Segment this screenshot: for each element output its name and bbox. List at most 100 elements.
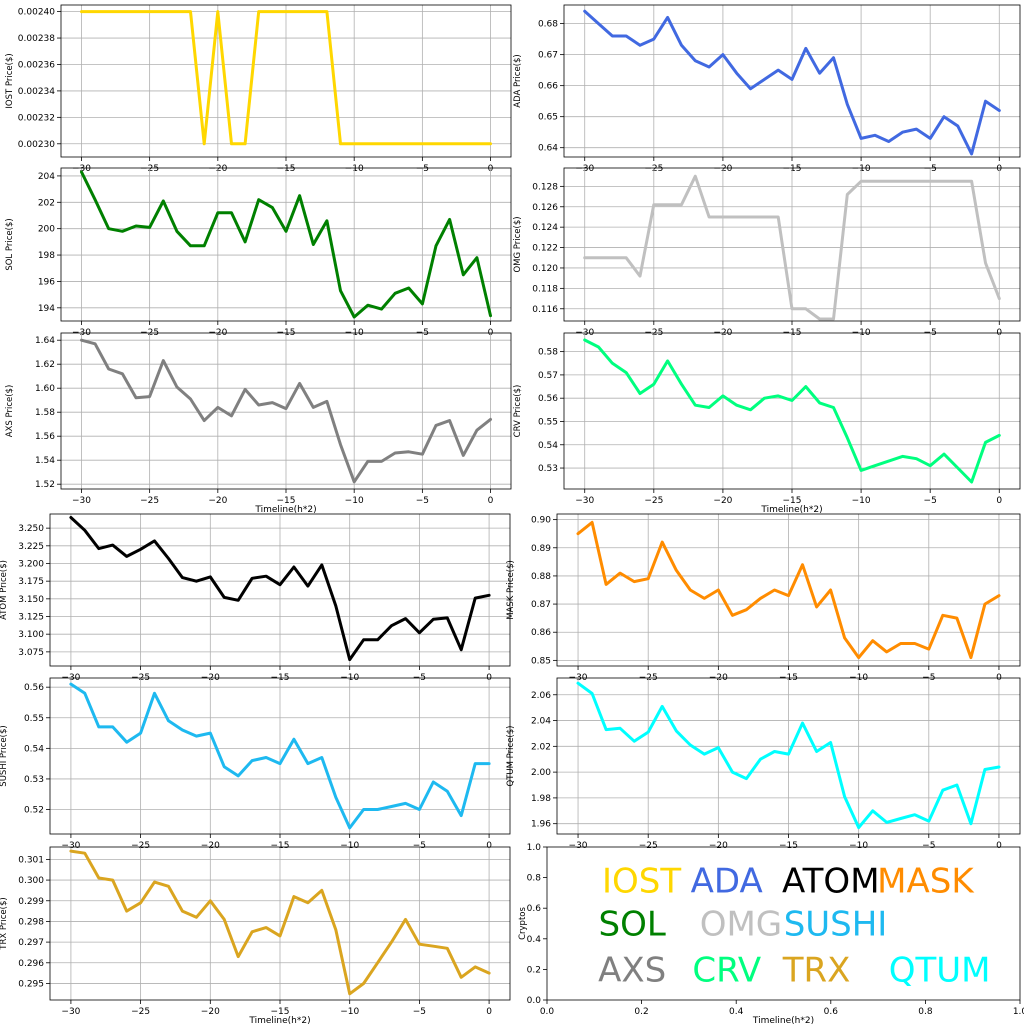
y-tick-label: 0.295 [18, 979, 44, 989]
legend-label-sushi: SUSHI [784, 905, 888, 945]
x-tick-label: −30 [569, 841, 588, 851]
y-tick-label: 1.60 [35, 384, 55, 394]
y-tick-label: 0.54 [24, 744, 44, 754]
y-tick-label: 3.075 [18, 648, 44, 658]
y-tick-label: 3.200 [18, 559, 44, 569]
y-tick-label: 194 [38, 304, 55, 314]
x-tick-label: −20 [201, 841, 220, 851]
y-tick-label: 3.100 [18, 630, 44, 640]
y-tick-label: 0.00236 [18, 60, 55, 70]
legend-label-atom: ATOM [782, 862, 879, 902]
omg-price-line [583, 174, 1001, 321]
y-axis-label: IOST Price($) [5, 53, 15, 108]
legend-label-sol: SOL [598, 905, 665, 945]
axs-panel: −30 −25 −20 −15 −10 −5 0 1.52 1.54 1.56 1.58 1.60 1.… [5, 332, 512, 515]
y-tick-label: 0.301 [18, 855, 44, 865]
x-tick-label: 0 [486, 1007, 492, 1017]
ada-panel: −30−25−20−15−10−500.640.650.660.670.68AD… [513, 4, 1021, 174]
y-tick-label: 0.116 [532, 305, 558, 315]
x-tick-label: 0.8 [918, 1007, 933, 1017]
x-tick-label: 0 [488, 496, 494, 506]
axes-frame [563, 167, 1021, 322]
sol-price-line [80, 170, 492, 319]
x-tick-label: −20 [709, 841, 728, 851]
x-tick-label: 1.0 [1013, 1007, 1024, 1017]
axes-frame [49, 677, 511, 835]
y-tick-label: 202 [38, 198, 55, 208]
x-tick-label: −20 [208, 496, 227, 506]
y-tick-label: 0.00240 [18, 8, 55, 18]
y-tick-label: 0.4 [527, 935, 542, 945]
y-tick-label: 0.57 [538, 371, 558, 381]
x-tick-label: −10 [340, 1007, 359, 1017]
axes-frame [49, 513, 511, 667]
y-tick-label: 0.00232 [18, 113, 55, 123]
x-tick-label: −10 [340, 841, 359, 851]
y-tick-label: 0.64 [538, 144, 558, 154]
y-tick-label: 200 [38, 225, 55, 235]
y-tick-label: 3.250 [18, 524, 44, 534]
y-tick-label: 1.54 [35, 456, 55, 466]
y-axis-label: QTUM Price($) [506, 726, 516, 787]
y-tick-label: 0.6 [527, 904, 542, 914]
y-tick-label: 2.06 [531, 691, 551, 701]
y-tick-label: 0.56 [538, 394, 558, 404]
atom-price-line [69, 516, 491, 662]
x-tick-label: 0 [996, 841, 1002, 851]
x-tick-label: −15 [271, 841, 290, 851]
y-tick-label: 0.00238 [18, 34, 55, 44]
y-tick-label: 0.90 [531, 516, 551, 526]
y-tick-label: 1.56 [35, 432, 55, 442]
x-tick-label: −10 [345, 496, 364, 506]
x-tick-label: −25 [131, 841, 150, 851]
y-tick-label: 0.118 [532, 284, 558, 294]
y-tick-label: 1.64 [35, 336, 55, 346]
x-tick-label: −5 [413, 1007, 426, 1017]
x-tick-label: −25 [644, 496, 663, 506]
legend-label-iost: IOST [602, 862, 681, 902]
x-axis-label: Timeline(h*2) [760, 505, 822, 515]
y-axis-label: SOL Price($) [5, 218, 15, 270]
y-tick-label: 0.55 [24, 714, 44, 724]
trx-price-line [69, 849, 491, 996]
omg-panel: −30−25−20−15−10−500.1160.1180.1200.1220.… [513, 167, 1021, 338]
x-tick-label: −10 [852, 496, 871, 506]
y-tick-label: 0.00234 [18, 87, 55, 97]
y-tick-label: 196 [38, 277, 55, 287]
legend-label-axs: AXS [598, 950, 666, 990]
ada-price-line [583, 9, 1001, 156]
legend-label-trx: TRX [782, 950, 851, 990]
axes-frame [546, 846, 1021, 1001]
y-tick-label: 0.88 [531, 572, 551, 582]
axs-price-line [80, 338, 492, 484]
y-tick-label: 0.2 [527, 965, 541, 975]
x-tick-label: −5 [416, 496, 429, 506]
y-tick-label: 0.296 [18, 959, 44, 969]
y-tick-label: 198 [38, 251, 55, 261]
y-tick-label: 0.66 [538, 82, 558, 92]
y-tick-label: 1.98 [531, 794, 551, 804]
y-tick-label: 0.122 [532, 244, 558, 254]
x-tick-label: 0.0 [540, 1007, 555, 1017]
y-axis-label: Cryptos [518, 907, 528, 940]
y-tick-label: 1.0 [527, 843, 542, 853]
x-tick-label: 0 [996, 496, 1002, 506]
y-axis-label: MASK Price($) [506, 560, 516, 620]
mask-panel: −30−25−20−15−10−500.850.860.870.880.890.… [506, 513, 1021, 683]
y-tick-label: 0.54 [538, 441, 558, 451]
iost-price-line [80, 10, 492, 146]
y-tick-label: 0.67 [538, 51, 558, 61]
y-tick-label: 0.124 [532, 223, 558, 233]
axes-frame [556, 513, 1021, 667]
crv-panel: −30 −25 −20 −15 −10 −5 0 0.53 0.54 0.55 0.56 0.57 0.… [513, 332, 1021, 515]
axes-frame [563, 4, 1021, 158]
y-tick-label: 2.04 [531, 717, 551, 727]
x-tick-label: −20 [713, 496, 732, 506]
x-tick-label: −30 [61, 1007, 80, 1017]
x-tick-label: −30 [72, 496, 91, 506]
axes-frame [60, 4, 512, 158]
y-tick-label: 0.300 [18, 876, 44, 886]
x-tick-label: −25 [140, 496, 159, 506]
y-tick-label: 0.120 [532, 264, 558, 274]
